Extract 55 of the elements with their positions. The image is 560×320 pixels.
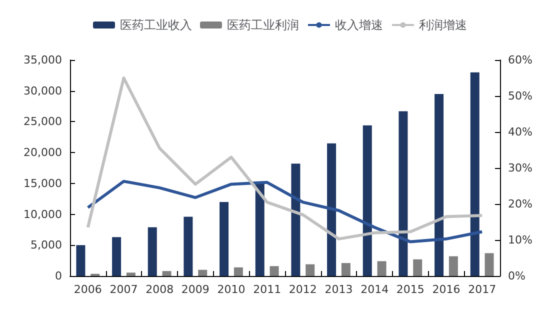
bar <box>126 272 136 276</box>
y2-tick-label: 0% <box>508 270 526 282</box>
bar <box>162 271 172 276</box>
y2-tick-label: 50% <box>508 90 532 102</box>
y2-tick-label: 20% <box>508 198 532 210</box>
y-tick-label: 0 <box>55 270 62 282</box>
bar <box>484 253 494 276</box>
x-tick-label: 2017 <box>468 283 496 296</box>
y2-tick-label: 40% <box>508 126 532 138</box>
bar <box>291 164 300 276</box>
bar <box>413 259 422 276</box>
legend-label: 医药工业利润 <box>227 18 299 32</box>
y-tick-label: 20,000 <box>24 146 62 160</box>
legend-label: 利润增速 <box>419 18 467 32</box>
line-series <box>86 76 484 240</box>
bar <box>306 264 315 276</box>
y-tick-label: 10,000 <box>24 208 62 221</box>
x-tick-label: 2008 <box>146 283 174 296</box>
bar <box>198 270 208 276</box>
bar <box>362 125 372 276</box>
bar <box>470 72 480 276</box>
legend-label: 收入增速 <box>335 18 383 32</box>
bar <box>76 245 86 276</box>
bar <box>377 261 386 276</box>
bar <box>341 263 350 276</box>
y-tick-label: 30,000 <box>24 84 62 98</box>
bar <box>112 237 122 276</box>
bar <box>184 216 193 276</box>
x-tick-label: 2010 <box>217 283 246 296</box>
x-tick-label: 2015 <box>396 283 424 296</box>
bar <box>234 267 243 276</box>
y2-tick-label: 60% <box>508 54 532 66</box>
x-tick-label: 2013 <box>324 283 353 296</box>
x-tick-label: 2009 <box>181 283 210 296</box>
bar <box>220 202 229 276</box>
y-tick-label: 15,000 <box>24 176 62 190</box>
y-tick-label: 5,000 <box>30 238 62 252</box>
line-series <box>86 180 484 244</box>
bar <box>148 227 157 276</box>
y-tick-label: 25,000 <box>24 115 62 128</box>
bar <box>270 266 279 276</box>
bar <box>327 143 336 276</box>
y-tick-label: 35,000 <box>24 54 62 66</box>
x-tick-label: 2006 <box>74 283 102 296</box>
bar <box>448 256 458 276</box>
x-tick-label: 2016 <box>432 283 460 296</box>
legend-label: 医药工业收入 <box>120 18 192 32</box>
y2-tick-label: 10% <box>508 234 532 246</box>
bar <box>398 111 408 276</box>
y2-tick-label: 30% <box>508 162 532 174</box>
bar <box>434 94 444 276</box>
x-tick-label: 2012 <box>288 283 317 296</box>
x-tick-label: 2011 <box>253 283 282 296</box>
x-tick-label: 2014 <box>360 283 389 296</box>
x-tick-label: 2007 <box>110 283 138 296</box>
